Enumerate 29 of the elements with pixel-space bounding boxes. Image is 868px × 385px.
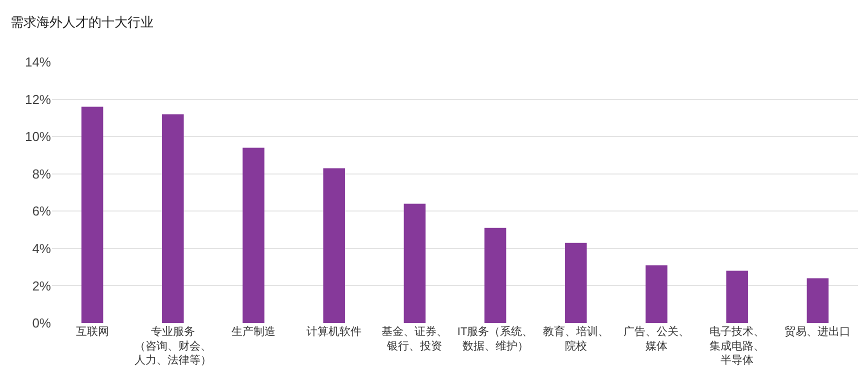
bar	[726, 270, 748, 323]
y-tick-label: 14%	[24, 54, 52, 70]
y-tick-label: 4%	[32, 240, 52, 256]
bar	[81, 106, 104, 323]
y-tick-label: 0%	[32, 316, 52, 331]
bar	[242, 148, 264, 323]
bar	[806, 278, 829, 323]
chart-title: 需求海外人才的十大行业	[10, 14, 154, 30]
y-tick-label: 12%	[24, 92, 52, 107]
y-tick-label: 8%	[32, 166, 52, 182]
x-tick-label: IT服务（系统、数据、维护）	[457, 325, 534, 352]
x-tick-label: 广告、公关、媒体	[624, 325, 690, 352]
x-tick-label: 基金、证券、银行、投资	[382, 325, 448, 352]
x-tick-label: 生产制造	[232, 325, 276, 338]
bar	[565, 242, 587, 323]
y-tick-label: 10%	[24, 129, 52, 144]
bar	[323, 168, 345, 323]
x-tick-label: 计算机软件	[306, 325, 362, 338]
x-tick-label: 专业服务（咨询、财会、人力、法律等）	[134, 325, 212, 367]
y-tick-label: 6%	[32, 204, 52, 219]
bar	[484, 228, 506, 323]
bar	[404, 204, 426, 323]
x-tick-label: 电子技术、集成电路、半导体	[710, 325, 765, 367]
x-tick-label: 贸易、进出口	[784, 325, 851, 338]
x-tick-label: 互联网	[76, 326, 109, 338]
x-tick-label: 教育、培训、院校	[542, 325, 609, 352]
y-tick-label: 2%	[32, 278, 52, 294]
bar	[646, 265, 668, 323]
bar	[162, 114, 184, 323]
